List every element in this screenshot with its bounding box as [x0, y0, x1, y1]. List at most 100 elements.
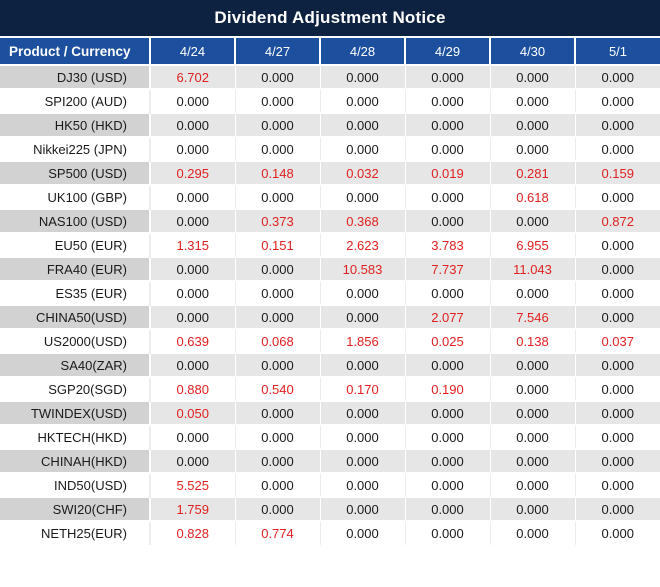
value-cell: 0.159 — [575, 160, 660, 185]
value-cell: 0.000 — [405, 496, 491, 521]
product-cell: ES35 (EUR) — [0, 280, 151, 305]
value-cell: 0.000 — [490, 472, 576, 497]
value-cell: 0.000 — [150, 88, 236, 113]
value-cell: 0.000 — [320, 184, 406, 209]
value-cell: 0.000 — [490, 424, 576, 449]
value-cell: 0.774 — [235, 520, 321, 545]
value-cell: 0.000 — [150, 352, 236, 377]
table-row: UK100 (GBP) 0.000 0.000 0.000 0.000 0.618 0.00… — [0, 184, 660, 209]
value-cell: 0.000 — [320, 304, 406, 329]
value-cell: 0.828 — [150, 520, 236, 545]
value-cell: 0.032 — [320, 160, 406, 185]
value-cell: 0.295 — [150, 160, 236, 185]
value-cell: 0.000 — [575, 424, 660, 449]
table-row: Nikkei225 (JPN) 0.000 0.000 0.000 0.000 0.000… — [0, 136, 660, 161]
value-cell: 0.000 — [150, 304, 236, 329]
value-cell: 0.000 — [150, 280, 236, 305]
value-cell: 0.000 — [575, 448, 660, 473]
date-column-header: 4/24 — [150, 38, 236, 66]
value-cell: 0.000 — [150, 208, 236, 233]
value-cell: 0.000 — [405, 208, 491, 233]
value-cell: 0.170 — [320, 376, 406, 401]
value-cell: 0.000 — [150, 136, 236, 161]
table-row: TWINDEX(USD) 0.050 0.000 0.000 0.000 0.000 0.0… — [0, 400, 660, 425]
value-cell: 0.000 — [490, 448, 576, 473]
value-cell: 0.000 — [575, 376, 660, 401]
date-column-header: 4/29 — [405, 38, 491, 66]
value-cell: 0.000 — [490, 352, 576, 377]
value-cell: 0.000 — [490, 496, 576, 521]
date-column-header: 4/30 — [490, 38, 576, 66]
value-cell: 0.000 — [235, 400, 321, 425]
value-cell: 2.077 — [405, 304, 491, 329]
value-cell: 0.000 — [235, 64, 321, 89]
date-column-header: 5/1 — [575, 38, 660, 66]
value-cell: 0.880 — [150, 376, 236, 401]
table-row: SGP20(SGD) 0.880 0.540 0.170 0.190 0.000 0.000 — [0, 376, 660, 401]
value-cell: 0.000 — [575, 256, 660, 281]
value-cell: 1.315 — [150, 232, 236, 257]
value-cell: 0.639 — [150, 328, 236, 353]
value-cell: 1.856 — [320, 328, 406, 353]
value-cell: 0.000 — [320, 520, 406, 545]
value-cell: 0.000 — [405, 352, 491, 377]
value-cell: 0.000 — [235, 496, 321, 521]
table-body: DJ30 (USD) 6.702 0.000 0.000 0.000 0.000 0.000… — [0, 64, 660, 545]
value-cell: 0.000 — [490, 520, 576, 545]
table-row: DJ30 (USD) 6.702 0.000 0.000 0.000 0.000 0.000 — [0, 64, 660, 89]
value-cell: 0.540 — [235, 376, 321, 401]
value-cell: 0.000 — [490, 280, 576, 305]
value-cell: 0.000 — [320, 496, 406, 521]
product-column-header: Product / Currency — [0, 38, 151, 66]
value-cell: 0.037 — [575, 328, 660, 353]
value-cell: 7.546 — [490, 304, 576, 329]
product-cell: CHINA50(USD) — [0, 304, 151, 329]
value-cell: 0.000 — [575, 184, 660, 209]
value-cell: 0.000 — [405, 424, 491, 449]
value-cell: 0.000 — [575, 472, 660, 497]
value-cell: 0.000 — [235, 136, 321, 161]
value-cell: 0.025 — [405, 328, 491, 353]
table-row: CHINAH(HKD) 0.000 0.000 0.000 0.000 0.000 0.00… — [0, 448, 660, 473]
value-cell: 0.000 — [320, 88, 406, 113]
product-cell: NETH25(EUR) — [0, 520, 151, 545]
value-cell: 0.000 — [575, 280, 660, 305]
value-cell: 2.623 — [320, 232, 406, 257]
value-cell: 0.000 — [150, 112, 236, 137]
value-cell: 5.525 — [150, 472, 236, 497]
value-cell: 0.000 — [320, 352, 406, 377]
date-column-header: 4/27 — [235, 38, 321, 66]
value-cell: 10.583 — [320, 256, 406, 281]
value-cell: 0.000 — [490, 64, 576, 89]
value-cell: 0.000 — [235, 424, 321, 449]
table-row: SP500 (USD) 0.295 0.148 0.032 0.019 0.281 0.15… — [0, 160, 660, 185]
value-cell: 0.148 — [235, 160, 321, 185]
value-cell: 0.138 — [490, 328, 576, 353]
value-cell: 0.000 — [575, 304, 660, 329]
value-cell: 0.000 — [235, 352, 321, 377]
value-cell: 0.000 — [405, 184, 491, 209]
table-row: EU50 (EUR) 1.315 0.151 2.623 3.783 6.955 0.000 — [0, 232, 660, 257]
value-cell: 11.043 — [490, 256, 576, 281]
product-cell: US2000(USD) — [0, 328, 151, 353]
value-cell: 0.000 — [320, 472, 406, 497]
value-cell: 0.000 — [405, 448, 491, 473]
value-cell: 0.000 — [490, 112, 576, 137]
table-row: SPI200 (AUD) 0.000 0.000 0.000 0.000 0.000 0.0… — [0, 88, 660, 113]
table-row: FRA40 (EUR) 0.000 0.000 10.583 7.737 11.043 0.… — [0, 256, 660, 281]
table-row: US2000(USD) 0.639 0.068 1.856 0.025 0.138 0.03… — [0, 328, 660, 353]
value-cell: 0.000 — [235, 448, 321, 473]
dividend-table: Product / Currency 4/24 4/27 4/28 4/29 4/30 5/… — [0, 38, 660, 545]
value-cell: 0.000 — [575, 88, 660, 113]
value-cell: 0.000 — [490, 400, 576, 425]
value-cell: 0.000 — [320, 424, 406, 449]
value-cell: 0.000 — [320, 136, 406, 161]
value-cell: 0.000 — [575, 232, 660, 257]
product-cell: SPI200 (AUD) — [0, 88, 151, 113]
product-cell: SWI20(CHF) — [0, 496, 151, 521]
product-cell: SGP20(SGD) — [0, 376, 151, 401]
value-cell: 0.151 — [235, 232, 321, 257]
value-cell: 0.000 — [575, 496, 660, 521]
value-cell: 0.000 — [575, 136, 660, 161]
